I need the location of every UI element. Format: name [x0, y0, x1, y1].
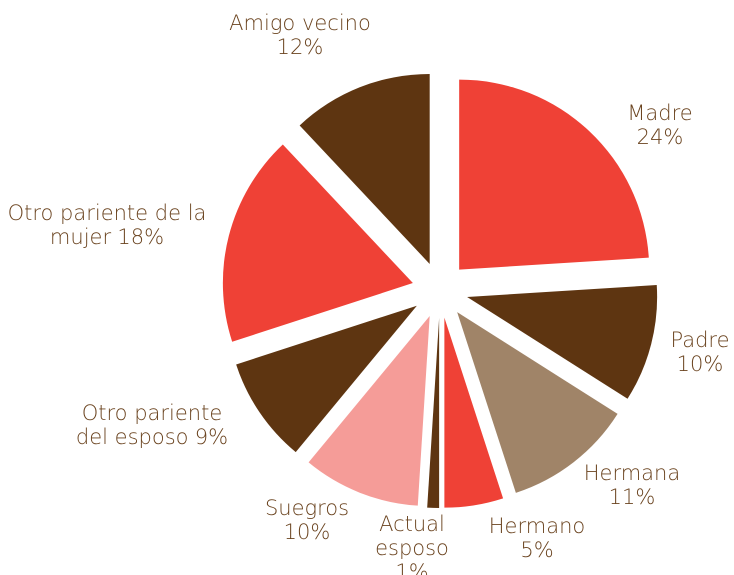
category-name: Padre: [670, 328, 730, 352]
percent-label: 10%: [676, 352, 724, 376]
percent-label: 18%: [117, 225, 165, 249]
category-name: Actual esposo: [375, 512, 449, 560]
pie-slice: [444, 317, 504, 508]
category-name: Suegros: [264, 496, 350, 520]
slice-label: Amigo vecino 12%: [215, 11, 385, 59]
percent-label: 24%: [636, 125, 684, 149]
pie-slice: [457, 312, 618, 493]
pie-slice: [299, 73, 430, 264]
percent-label: 9%: [194, 425, 229, 449]
slice-label: Hermano 5%: [482, 514, 592, 562]
percent-label: 1%: [395, 560, 429, 575]
pie-slice: [427, 317, 440, 508]
category-name: Hermano: [488, 514, 586, 538]
pie-slice: [459, 79, 649, 270]
category-name: Otro pariente del esposo: [75, 401, 223, 449]
percent-label: 10%: [283, 520, 331, 544]
percent-label: 11%: [608, 485, 656, 509]
slice-label: Suegros 10%: [252, 496, 362, 544]
slice-label: Padre 10%: [660, 328, 734, 376]
percent-label: 5%: [520, 538, 554, 562]
category-name: Madre: [627, 101, 693, 125]
pie-slice: [236, 305, 417, 453]
pie-slice: [222, 144, 413, 342]
category-name: Hermana: [583, 461, 681, 485]
pie-slice: [467, 285, 658, 399]
pie-slice: [308, 316, 430, 506]
slice-label: Otro pariente de la mujer 18%: [7, 201, 207, 249]
category-name: Amigo vecino: [229, 11, 371, 35]
slice-label: Hermana 11%: [577, 461, 687, 509]
slice-label: Actual esposo 1%: [347, 512, 477, 575]
percent-label: 12%: [276, 35, 324, 59]
slice-label: Otro pariente del esposo 9%: [65, 401, 240, 449]
category-name: Otro pariente de la mujer: [7, 201, 207, 249]
slice-label: Madre 24%: [600, 101, 720, 149]
